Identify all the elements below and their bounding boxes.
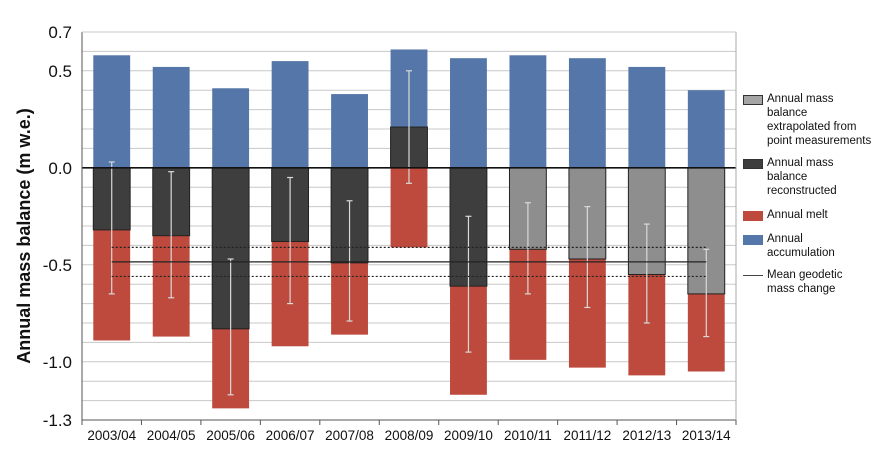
x-tick-label: 2003/04	[87, 428, 136, 443]
bar-accumulation	[687, 90, 725, 168]
legend-item-accumulation: Annual accumulation	[743, 232, 873, 260]
bar-accumulation	[331, 94, 368, 168]
legend-swatch-melt	[743, 211, 763, 221]
legend-swatch-extrapolated	[743, 95, 763, 105]
x-tick-label: 2010/11	[504, 428, 552, 443]
legend: Annual mass balance extrapolated from po…	[743, 92, 873, 296]
legend-label-extrapolated: Annual mass balance extrapolated from po…	[767, 93, 872, 147]
legend-swatch-geodetic	[743, 275, 763, 276]
bar-accumulation	[152, 66, 190, 168]
y-axis-label: Annual mass balance (m w.e.)	[14, 108, 34, 363]
x-tick-labels: 2003/04 2004/05 2005/06 2006/07 2007/08 2008/…	[87, 428, 731, 443]
bar-accumulation	[568, 58, 606, 168]
y-tick-label: -1.0	[43, 353, 72, 372]
y-tick-label: 0.0	[48, 159, 72, 178]
x-tick-label: 2013/14	[682, 428, 731, 443]
y-tick-label: -0.5	[43, 256, 72, 275]
x-tick-label: 2004/05	[147, 428, 196, 443]
bar-accumulation	[628, 66, 666, 168]
y-tick-labels: 0.7 0.5 0.0 -0.5 -1.0 -1.3	[43, 23, 72, 430]
x-tick-label: 2005/06	[206, 428, 255, 443]
reference-lines	[111, 246, 707, 278]
bar-accumulation	[509, 55, 547, 168]
error-bars	[108, 70, 710, 396]
bar-accumulation	[271, 61, 309, 168]
bar-accumulation	[212, 88, 250, 168]
legend-swatch-accumulation	[743, 235, 763, 245]
y-tick-label: 0.5	[48, 62, 72, 81]
bar-accumulation	[450, 58, 487, 168]
x-tick-label: 2006/07	[266, 428, 315, 443]
legend-item-reconstructed: Annual mass balance reconstructed	[743, 156, 873, 198]
x-tick-label: 2007/08	[325, 428, 374, 443]
x-tick-label: 2012/13	[622, 428, 671, 443]
legend-item-melt: Annual melt	[743, 208, 873, 222]
x-tick-label: 2011/12	[563, 428, 611, 443]
y-tick-label: -1.3	[43, 411, 72, 430]
legend-label-reconstructed: Annual mass balance reconstructed	[767, 157, 837, 197]
legend-label-melt: Annual melt	[767, 209, 828, 221]
legend-item-geodetic: Mean geodetic mass change	[743, 268, 873, 296]
axes	[81, 31, 737, 425]
legend-label-geodetic: Mean geodetic mass change	[767, 269, 843, 295]
x-tick-label: 2008/09	[385, 428, 434, 443]
y-tick-label: 0.7	[48, 23, 72, 42]
bar-accumulation	[93, 55, 131, 168]
legend-item-extrapolated: Annual mass balance extrapolated from po…	[743, 92, 873, 148]
x-tick-label: 2009/10	[444, 428, 493, 443]
legend-swatch-reconstructed	[743, 159, 763, 169]
legend-label-accumulation: Annual accumulation	[767, 233, 835, 259]
